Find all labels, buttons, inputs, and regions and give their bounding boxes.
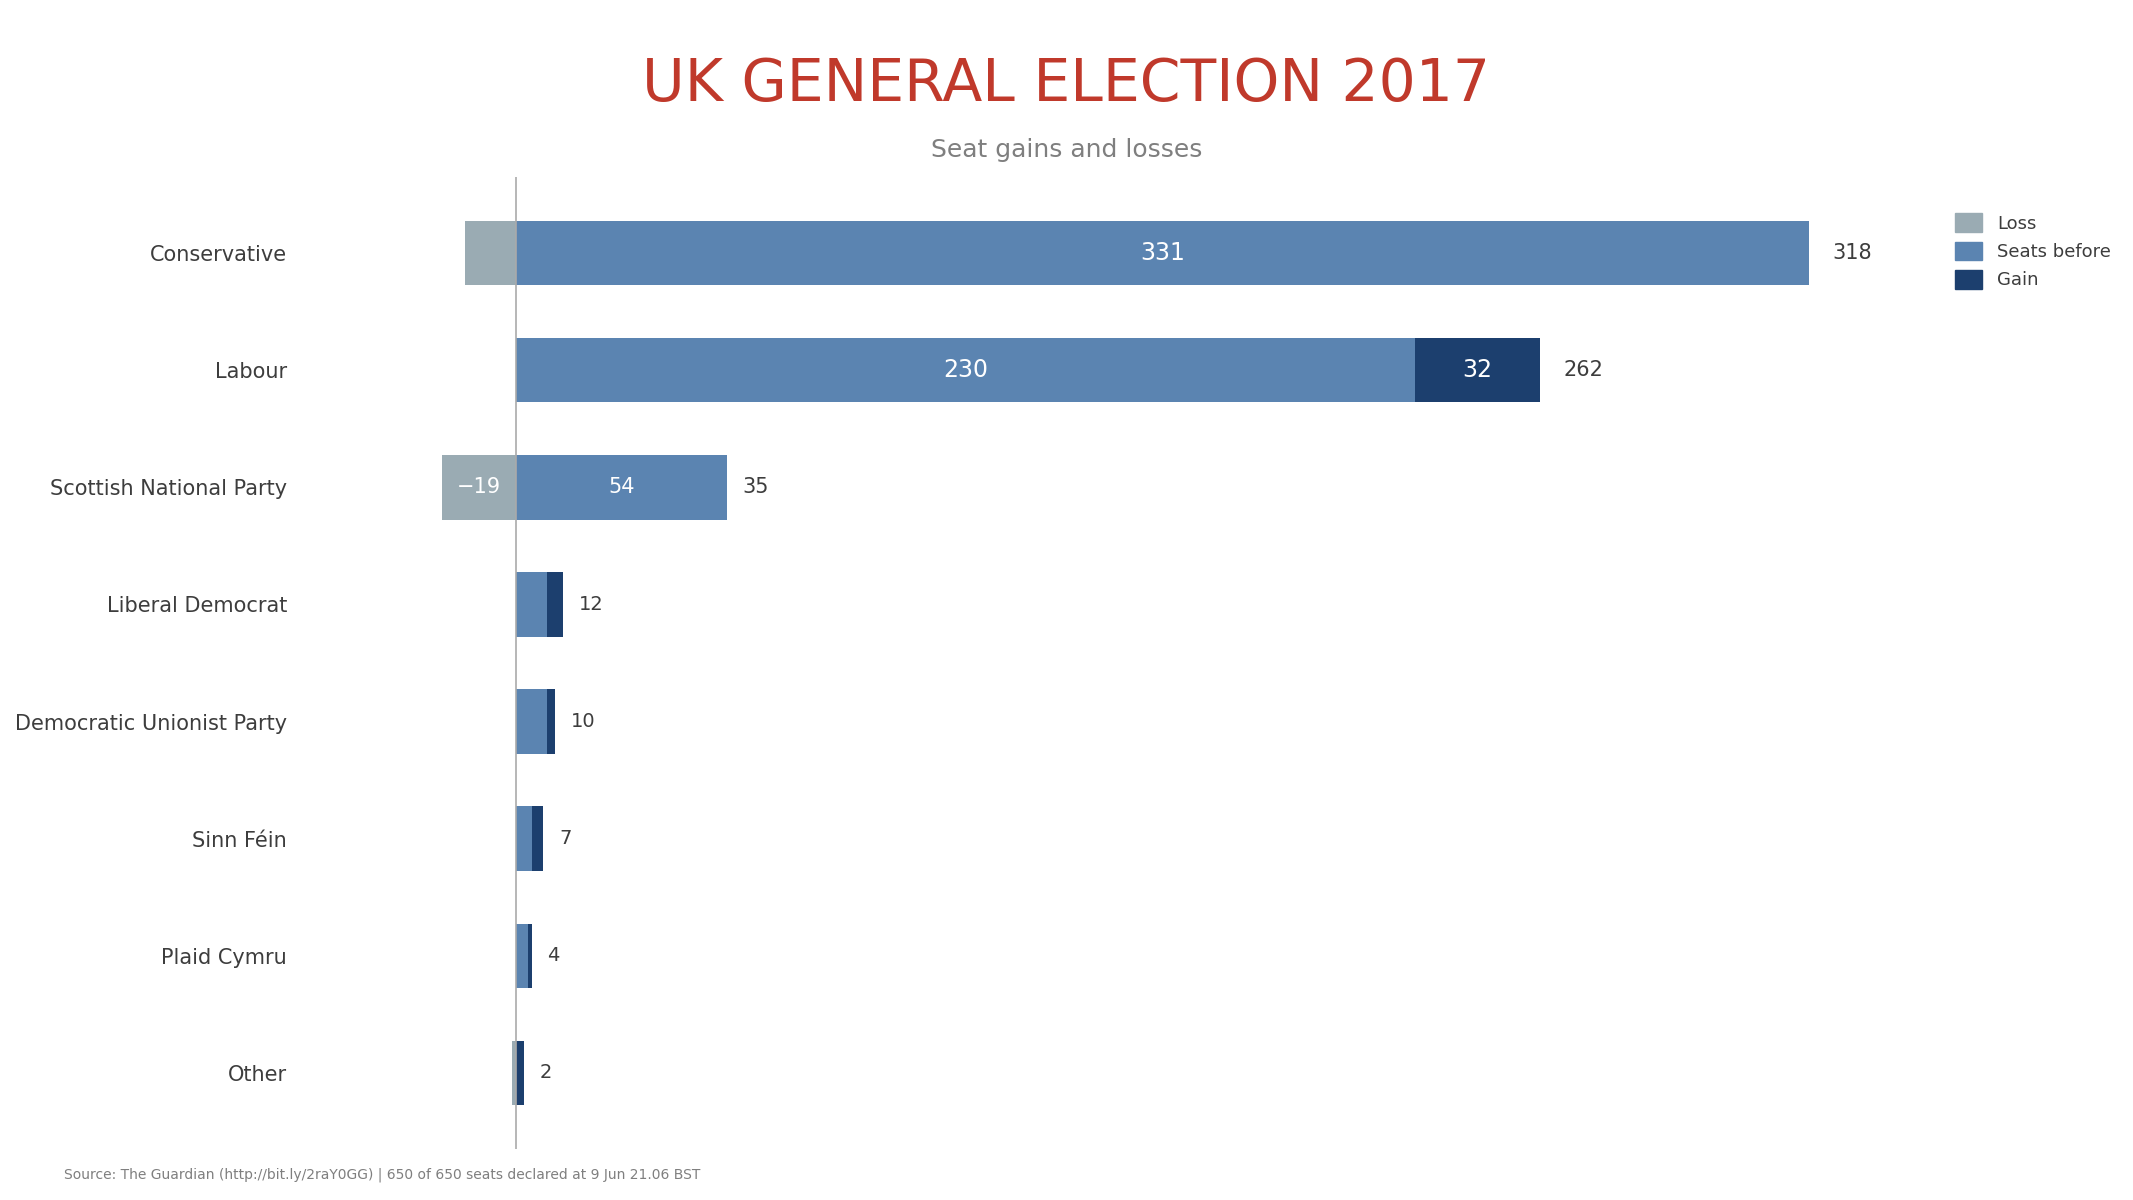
Bar bbox=[516, 806, 531, 871]
Bar bbox=[516, 689, 548, 754]
Bar bbox=[516, 572, 548, 637]
Bar bbox=[1414, 338, 1540, 402]
Text: Source: The Guardian (http://bit.ly/2raY0GG) | 650 of 650 seats declared at 9 Ju: Source: The Guardian (http://bit.ly/2raY… bbox=[64, 1168, 700, 1182]
Text: 10: 10 bbox=[572, 712, 595, 731]
Text: 12: 12 bbox=[578, 595, 604, 614]
Bar bbox=[516, 221, 1809, 286]
Text: 331: 331 bbox=[1141, 241, 1186, 265]
Bar bbox=[531, 806, 544, 871]
Bar bbox=[516, 1040, 525, 1105]
Text: 230: 230 bbox=[943, 359, 988, 383]
Text: 7: 7 bbox=[559, 829, 572, 848]
Bar bbox=[512, 1040, 516, 1105]
Text: 54: 54 bbox=[608, 478, 636, 497]
Text: 32: 32 bbox=[1461, 359, 1493, 383]
Bar bbox=[548, 572, 563, 637]
Text: Seat gains and losses: Seat gains and losses bbox=[930, 138, 1203, 162]
Bar bbox=[527, 924, 531, 988]
Bar bbox=[516, 924, 527, 988]
Legend: Loss, Seats before, Gain: Loss, Seats before, Gain bbox=[1947, 206, 2118, 296]
Text: 2: 2 bbox=[540, 1063, 552, 1082]
Text: UK GENERAL ELECTION 2017: UK GENERAL ELECTION 2017 bbox=[642, 55, 1491, 113]
Text: 262: 262 bbox=[1563, 360, 1604, 380]
Text: 35: 35 bbox=[742, 478, 770, 497]
Text: −19: −19 bbox=[456, 478, 501, 497]
Bar bbox=[548, 689, 555, 754]
Text: 4: 4 bbox=[548, 947, 559, 965]
Text: 318: 318 bbox=[1832, 244, 1873, 263]
Bar bbox=[442, 455, 516, 520]
Bar bbox=[516, 338, 1414, 402]
Bar bbox=[465, 221, 516, 286]
Bar bbox=[516, 455, 727, 520]
